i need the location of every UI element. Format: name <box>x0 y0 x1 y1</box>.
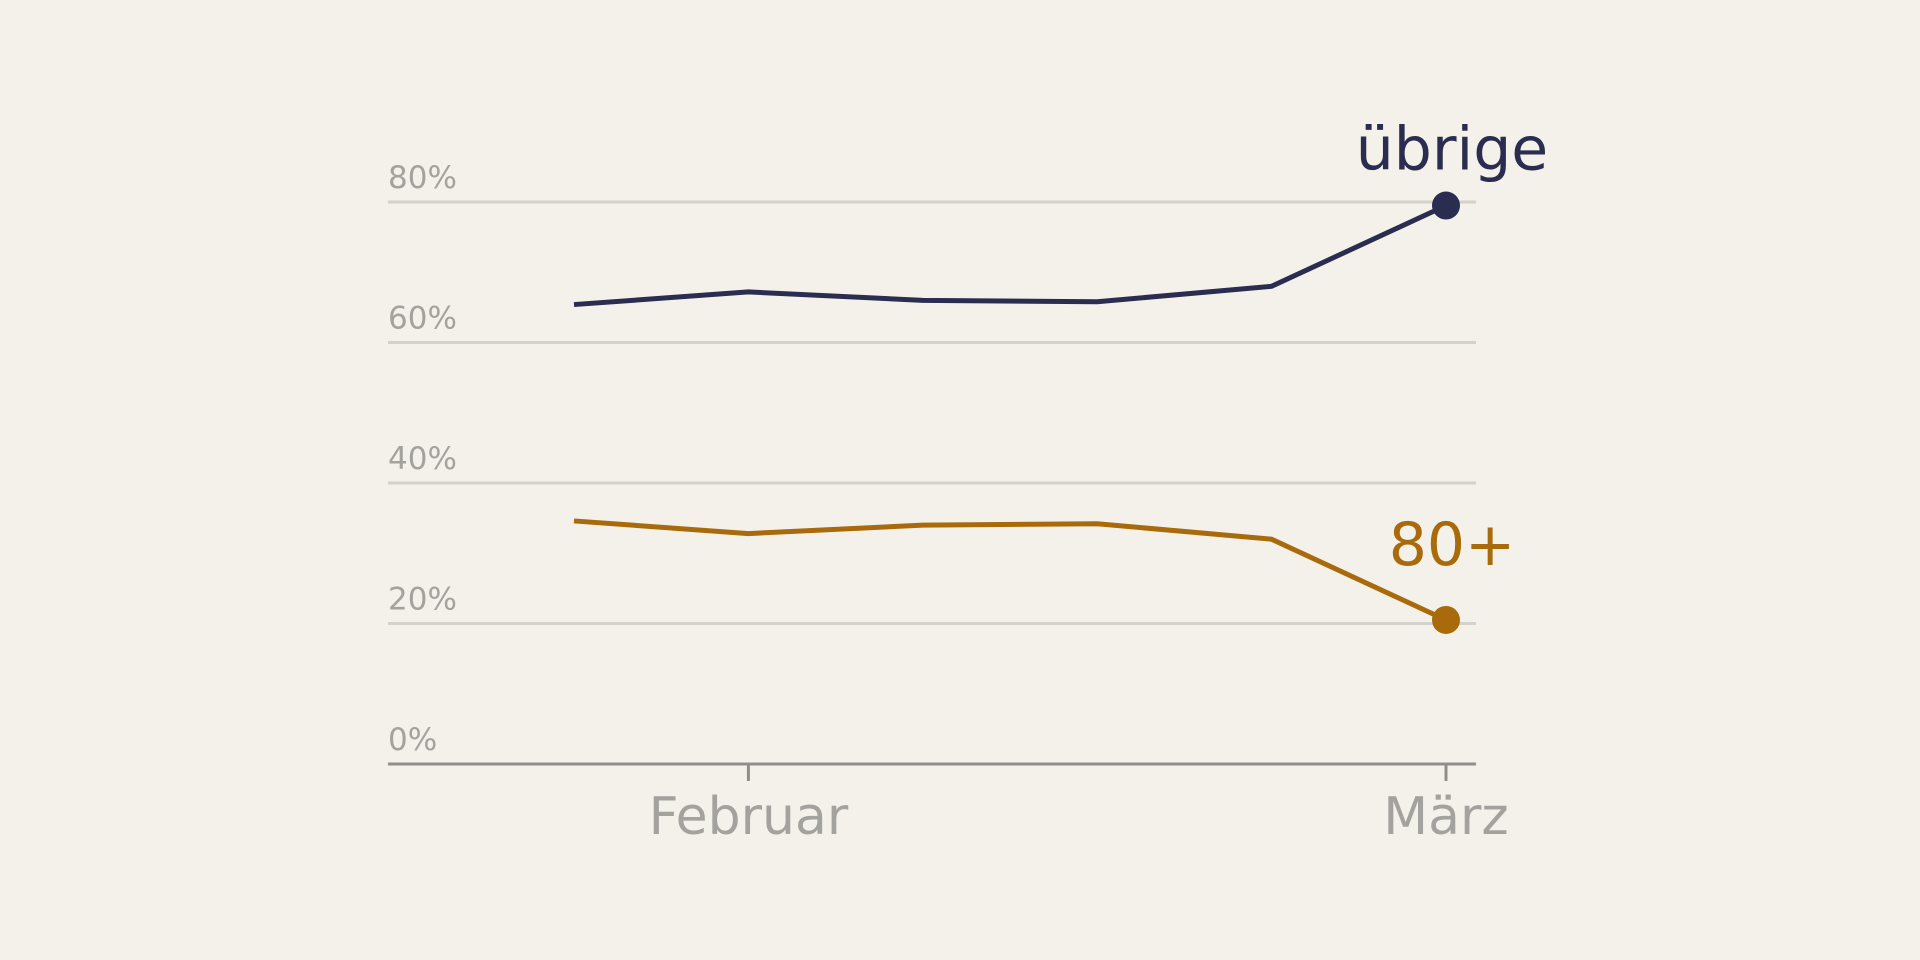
y-tick-label: 20% <box>388 582 457 618</box>
x-tick-label: März <box>1383 787 1508 847</box>
series-line <box>573 518 1448 623</box>
y-tick-label: 80% <box>388 160 457 196</box>
series-label: 80+ <box>1389 510 1516 580</box>
y-tick-label: 60% <box>388 301 457 337</box>
series-line <box>573 203 1448 308</box>
y-tick-label: 40% <box>388 441 457 477</box>
end-dot <box>1432 191 1460 220</box>
x-tick-label: Februar <box>649 787 849 847</box>
series-label: übrige <box>1356 115 1548 185</box>
end-dot <box>1432 605 1460 634</box>
y-tick-label: 0% <box>388 722 437 758</box>
